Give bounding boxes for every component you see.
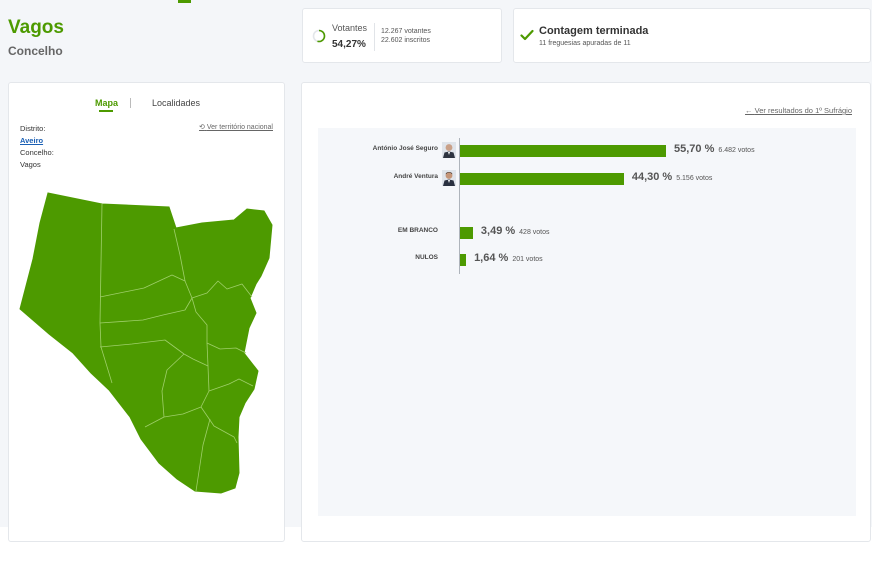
row-label: André Ventura [393,173,438,180]
row-label: António José Seguro [372,145,438,152]
percent-value: 3,49 % [480,225,516,237]
ver-resultados-label: Ver resultados do 1º Sufrágio [754,106,852,115]
votantes-divider [374,23,375,51]
votes-value: 6.482 votos [718,147,755,154]
result-percent: 55,70 % 6.482 votos [674,143,755,155]
result-row-nulos: NULOS 1,64 % 201 votos [318,252,856,266]
candidate-avatar-icon [442,142,456,158]
percent-value: 55,70 % [674,143,715,155]
votantes-card: Votantes 54,27% 12.267 votantes 22.602 i… [302,8,502,63]
check-icon [520,29,534,41]
results-chart: António José Seguro 55,70 % 6.482 votos A… [318,128,856,516]
concelho-value: Vagos [20,160,41,169]
chart-axis-line [459,138,460,274]
percent-value: 44,30 % [631,171,673,183]
votes-value: 5.156 votos [676,175,713,182]
contagem-title: Contagem terminada [539,25,649,37]
page-subtitle: Concelho [8,44,63,58]
tab-active-underline [99,110,113,112]
ver-territorio-label: Ver território nacional [206,124,273,131]
result-row-candidate-1: António José Seguro 55,70 % 6.482 votos [318,142,856,158]
concelho-label: Concelho: [20,148,54,157]
concelho-map [19,192,273,494]
tab-separator [130,98,131,108]
result-row-em-branco: EM BRANCO 3,49 % 428 votos [318,225,856,239]
inscritos-count: 22.602 inscritos [381,37,431,44]
result-bar [460,145,666,157]
arrow-left-icon: ← [745,106,753,115]
distrito-label: Distrito: [20,124,46,133]
votantes-count: 12.267 votantes [381,28,431,35]
top-nav-indicator [178,0,191,3]
parish-regions[interactable] [19,192,273,494]
distrito-link[interactable]: Aveiro [20,136,44,145]
result-percent: 3,49 % 428 votos [481,225,550,237]
ver-territorio-link[interactable]: ⟲ Ver território nacional [199,123,273,131]
row-label: NULOS [415,254,438,261]
tab-mapa[interactable]: Mapa [95,98,119,108]
votantes-percent: 54,27% [332,39,366,50]
votes-value: 201 votos [512,256,543,263]
result-percent: 1,64 % 201 votos [474,252,543,264]
percent-value: 1,64 % [474,252,509,264]
votantes-label: Votantes [332,23,368,33]
votes-value: 428 votos [519,229,550,236]
results-panel: ← Ver resultados do 1º Sufrágio António … [301,82,871,542]
contagem-card: Contagem terminada 11 freguesias apurada… [513,8,871,63]
ver-resultados-link[interactable]: ← Ver resultados do 1º Sufrágio [745,106,852,115]
result-bar [460,227,473,239]
tab-localidades[interactable]: Localidades [152,98,201,108]
map-panel: Mapa Localidades Distrito: Aveiro Concel… [8,82,285,542]
undo-icon: ⟲ [199,124,205,131]
result-bar [460,173,624,185]
result-percent: 44,30 % 5.156 votos [632,171,713,183]
candidate-avatar-icon [442,170,456,186]
page-title: Vagos [8,17,64,38]
result-bar [460,254,467,266]
contagem-subtitle: 11 freguesias apuradas de 11 [539,40,631,47]
result-row-candidate-2: André Ventura 44,30 % 5.156 votos [318,170,856,186]
turnout-ring-icon [312,29,326,43]
row-label: EM BRANCO [397,227,438,234]
